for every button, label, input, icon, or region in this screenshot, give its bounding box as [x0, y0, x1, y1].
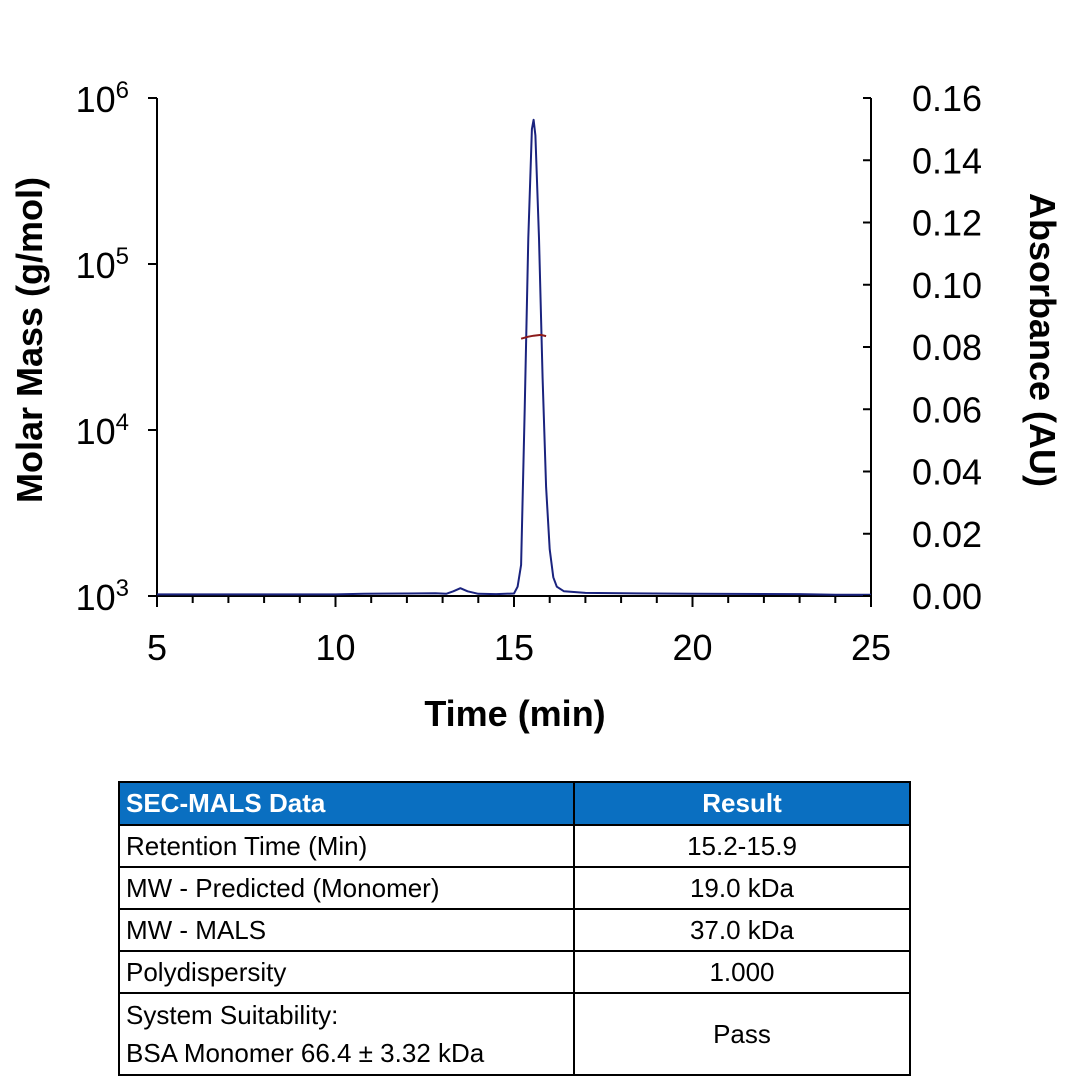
table-row: MW - MALS 37.0 kDa [118, 908, 911, 952]
y2-tick-label: 0.14 [912, 140, 982, 181]
x-tick-label: 15 [494, 627, 534, 668]
header-data: SEC-MALS Data [118, 781, 575, 826]
sec-mals-chart: 5 10 15 20 25 103 104 105 106 0.00 0.02 0.04 0.06 0.0… [9, 77, 1063, 734]
table-row: System Suitability: BSA Monomer 66.4 ± 3… [118, 992, 911, 1076]
row-label: MW - Predicted (Monomer) [118, 866, 575, 910]
y2-axis-title: Absorbance (AU) [1022, 193, 1063, 487]
row-value: 37.0 kDa [573, 908, 911, 952]
row-value: 15.2-15.9 [573, 824, 911, 868]
ticks-layer: 5 10 15 20 25 103 104 105 106 0.00 0.02 0.04 0.06 0.0… [76, 77, 982, 668]
row-label: MW - MALS [118, 908, 575, 952]
table-row: Retention Time (Min) 15.2-15.9 [118, 824, 911, 868]
y2-tick-label: 0.16 [912, 78, 982, 119]
table-row: MW - Predicted (Monomer) 19.0 kDa [118, 866, 911, 910]
x-tick-label: 5 [147, 627, 167, 668]
y-axis-title: Molar Mass (g/mol) [9, 177, 50, 503]
x-axis-title: Time (min) [424, 693, 605, 734]
plot-frame [156, 98, 872, 597]
y2-tick-label: 0.02 [912, 514, 982, 555]
y2-tick-label: 0.08 [912, 327, 982, 368]
row-label: Retention Time (Min) [118, 824, 575, 868]
y2-tick-label: 0.12 [912, 203, 982, 244]
row-value: 19.0 kDa [573, 866, 911, 910]
row-value: Pass [573, 992, 911, 1076]
x-tick-label: 25 [851, 627, 891, 668]
y2-tick-label: 0.10 [912, 265, 982, 306]
x-tick-label: 10 [315, 627, 355, 668]
y-tick-label: 104 [76, 409, 129, 452]
row-label: Polydispersity [118, 950, 575, 994]
table-header-row: SEC-MALS Data Result [118, 781, 911, 826]
y2-tick-label: 0.06 [912, 389, 982, 430]
x-tick-label: 20 [672, 627, 712, 668]
y-tick-label: 105 [76, 243, 129, 286]
table-row: Polydispersity 1.000 [118, 950, 911, 994]
y2-tick-label: 0.00 [912, 576, 982, 617]
y2-tick-label: 0.04 [912, 452, 982, 493]
row-value: 1.000 [573, 950, 911, 994]
absorbance-series-line [157, 118, 871, 596]
header-result: Result [573, 781, 911, 826]
sec-mals-results-table: SEC-MALS Data Result Retention Time (Min… [118, 781, 911, 1076]
series-layer [157, 118, 871, 596]
row-label: System Suitability: BSA Monomer 66.4 ± 3… [118, 992, 575, 1076]
y-tick-label: 106 [76, 77, 129, 120]
row-label-line: BSA Monomer 66.4 ± 3.32 kDa [126, 1038, 485, 1068]
molar-mass-series-line [520, 333, 547, 340]
row-label-line: System Suitability: [126, 1000, 339, 1030]
y-tick-label: 103 [76, 575, 129, 618]
